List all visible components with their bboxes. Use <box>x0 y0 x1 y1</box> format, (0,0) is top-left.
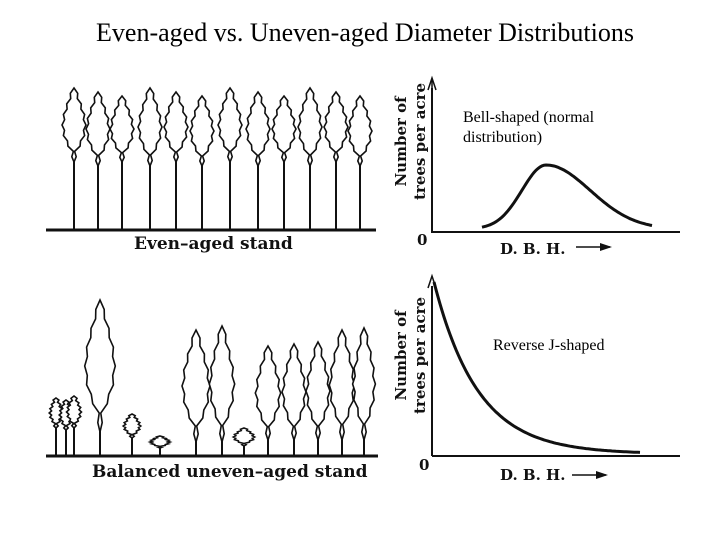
uneven-tree-crown-2 <box>65 394 83 430</box>
uneven-tree-crown-4 <box>121 413 143 440</box>
uneven-tree-crown-0 <box>47 397 65 430</box>
even-tree-crown-0 <box>61 86 87 165</box>
top-distribution-chart <box>427 75 680 251</box>
bell-shaped-label: Bell-shaped (normal distribution) <box>463 109 595 146</box>
even-tree-crown-11 <box>347 94 373 168</box>
bottom-y-axis-label: Number of trees per acre <box>392 297 430 414</box>
uneven-tree-crown-3 <box>83 298 117 433</box>
even-tree-crown-6 <box>217 86 243 165</box>
uneven-aged-stand-drawing <box>47 298 377 456</box>
even-tree-crown-9 <box>297 86 323 169</box>
even-tree-crown-1 <box>85 90 111 169</box>
even-tree-crown-4 <box>163 90 189 164</box>
top-y-arrow <box>427 75 437 91</box>
top-y-axis-label: Number of trees per acre <box>392 83 430 200</box>
bottom-x-axis-label: D. B. H. <box>500 466 566 484</box>
reverse-j-shaped-curve <box>432 281 641 454</box>
bottom-y-axis-label-line1: Number of <box>392 310 410 401</box>
top-x-axis-label: D. B. H. <box>500 240 566 258</box>
top-y-axis-label-line1: Number of <box>392 96 410 187</box>
bottom-distribution-chart <box>427 273 680 479</box>
uneven-tree-crown-9 <box>254 344 282 443</box>
bottom-origin-label: 0 <box>419 456 430 474</box>
even-tree-crown-7 <box>245 90 271 169</box>
even-tree-crown-3 <box>137 86 163 169</box>
even-tree-crown-5 <box>189 94 215 168</box>
slide-title: Even-aged vs. Uneven-aged Diameter Distr… <box>96 18 634 47</box>
uneven-stand-caption: Balanced uneven–aged stand <box>92 462 368 482</box>
uneven-tree-crown-6 <box>181 328 211 446</box>
uneven-tree-crown-11 <box>305 340 331 443</box>
uneven-tree-crown-7 <box>208 324 236 446</box>
even-tree-crown-8 <box>271 94 297 164</box>
even-stand-caption: Even–aged stand <box>134 234 293 254</box>
top-x-arrowhead <box>600 243 612 251</box>
uneven-tree-crown-10 <box>281 342 307 443</box>
uneven-tree-crown-13 <box>351 326 377 444</box>
even-tree-crown-10 <box>323 90 349 164</box>
uneven-tree-crown-5 <box>147 435 173 449</box>
uneven-tree-crown-8 <box>231 427 257 447</box>
uneven-tree-crown-12 <box>328 328 356 443</box>
top-y-axis-label-line2: trees per acre <box>411 82 429 200</box>
reverse-j-label: Reverse J-shaped <box>493 337 605 354</box>
bottom-y-axis-label-line2: trees per acre <box>411 296 429 414</box>
top-origin-label: 0 <box>417 231 428 249</box>
even-tree-crown-2 <box>109 94 135 164</box>
even-aged-stand-drawing <box>61 86 373 230</box>
bell-shaped-curve <box>481 163 653 229</box>
bottom-x-arrowhead <box>596 471 608 479</box>
